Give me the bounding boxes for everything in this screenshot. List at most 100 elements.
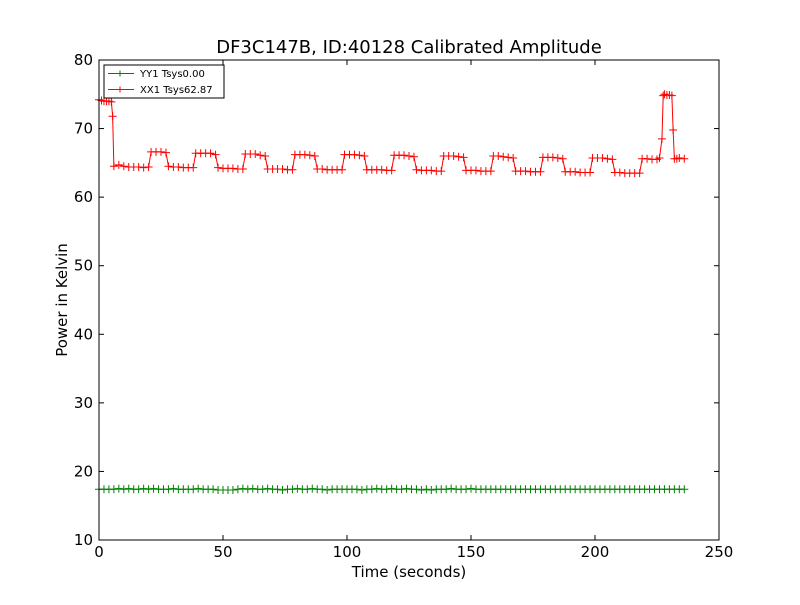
data-point-yy1 — [263, 484, 272, 493]
data-point-yy1 — [417, 485, 426, 494]
data-point-xx1 — [214, 163, 223, 172]
data-point-yy1 — [109, 485, 118, 494]
data-point-xx1 — [350, 150, 359, 159]
axes-frame — [98, 59, 720, 541]
data-point-xx1 — [251, 149, 260, 158]
data-point-yy1 — [124, 484, 133, 493]
data-point-xx1 — [603, 154, 612, 163]
y-tick-label: 50 — [74, 257, 93, 275]
data-point-xx1 — [338, 165, 347, 174]
data-point-yy1 — [293, 484, 302, 493]
data-point-xx1 — [206, 149, 215, 158]
data-point-xx1 — [558, 154, 567, 163]
x-axis-label: Time (seconds) — [351, 563, 467, 581]
data-point-yy1 — [228, 485, 237, 494]
data-point-xx1 — [238, 165, 247, 174]
y-tick-label: 70 — [74, 120, 93, 138]
data-point-xx1 — [608, 155, 617, 164]
data-point-xx1 — [553, 154, 562, 163]
data-point-yy1 — [238, 484, 247, 493]
data-point-xx1 — [288, 165, 297, 174]
data-point-yy1 — [367, 485, 376, 494]
data-point-yy1 — [248, 484, 257, 493]
data-point-xx1 — [377, 165, 386, 174]
data-point-yy1 — [467, 484, 475, 493]
data-point-xx1 — [454, 152, 463, 161]
data-point-xx1 — [635, 169, 644, 178]
data-point-yy1 — [397, 485, 406, 494]
y-tick-label: 30 — [74, 394, 93, 412]
data-point-xx1 — [164, 162, 173, 171]
data-point-yy1 — [194, 484, 203, 493]
data-point-yy1 — [422, 485, 431, 494]
data-point-xx1 — [675, 154, 684, 163]
data-point-xx1 — [107, 97, 116, 106]
data-point-xx1 — [405, 152, 413, 160]
data-point-xx1 — [305, 151, 314, 160]
data-point-yy1 — [680, 485, 689, 494]
data-point-yy1 — [372, 484, 381, 493]
data-point-yy1 — [144, 485, 153, 494]
data-point-yy1 — [442, 485, 451, 494]
data-point-xx1 — [586, 168, 595, 177]
data-point-yy1 — [318, 485, 327, 494]
data-point-xx1 — [667, 91, 676, 100]
data-point-xx1 — [355, 151, 364, 160]
data-point-xx1 — [536, 167, 545, 176]
data-point-yy1 — [149, 484, 158, 493]
data-point-xx1 — [108, 112, 117, 121]
data-point-xx1 — [139, 163, 148, 172]
x-tick-label: 200 — [581, 543, 610, 561]
data-point-xx1 — [310, 152, 319, 160]
data-point-xx1 — [471, 166, 480, 175]
data-point-xx1 — [360, 152, 369, 160]
data-point-yy1 — [164, 485, 173, 494]
legend-label-xx1: XX1 Tsys62.87 — [140, 85, 213, 96]
legend: YY1 Tsys0.00 XX1 Tsys62.87 — [103, 64, 225, 99]
legend-marker-xx1 — [117, 86, 123, 93]
data-point-yy1 — [189, 485, 198, 494]
data-point-yy1 — [447, 484, 456, 493]
data-point-xx1 — [261, 152, 270, 160]
x-tick-label: 100 — [333, 543, 362, 561]
data-point-yy1 — [357, 485, 366, 494]
data-point-yy1 — [352, 485, 361, 494]
data-point-xx1 — [119, 162, 128, 171]
data-point-yy1 — [169, 484, 178, 493]
series-yy1 — [95, 484, 689, 494]
x-tick-label: 250 — [705, 543, 734, 561]
series-layer — [95, 90, 689, 494]
data-point-xx1 — [615, 168, 624, 177]
data-point-yy1 — [243, 485, 252, 494]
data-point-xx1 — [521, 167, 530, 176]
data-point-xx1 — [189, 163, 198, 172]
data-point-xx1 — [144, 162, 153, 171]
data-point-yy1 — [139, 484, 148, 493]
y-tick-label: 20 — [74, 462, 93, 480]
data-point-xx1 — [134, 162, 143, 171]
data-point-yy1 — [412, 485, 421, 494]
legend-entry-yy1: YY1 Tsys0.00 — [108, 69, 205, 80]
data-point-yy1 — [427, 485, 436, 494]
data-point-xx1 — [387, 166, 396, 175]
y-tick-label: 60 — [74, 188, 93, 206]
legend-label-yy1: YY1 Tsys0.00 — [139, 69, 205, 80]
data-point-xx1 — [598, 154, 607, 163]
x-tick-label: 0 — [94, 543, 104, 561]
data-point-xx1 — [427, 166, 436, 175]
y-tick-label: 10 — [74, 531, 93, 549]
data-point-yy1 — [288, 485, 297, 494]
data-point-yy1 — [209, 485, 218, 494]
data-point-yy1 — [273, 485, 282, 494]
data-point-yy1 — [382, 485, 391, 494]
data-point-xx1 — [509, 154, 518, 163]
data-point-xx1 — [571, 167, 580, 176]
legend-entry-xx1: XX1 Tsys62.87 — [108, 85, 213, 96]
data-point-yy1 — [233, 485, 242, 494]
data-point-xx1 — [174, 162, 183, 171]
data-point-yy1 — [278, 485, 287, 494]
series-xx1 — [95, 90, 689, 178]
x-tick-label: 150 — [457, 543, 486, 561]
